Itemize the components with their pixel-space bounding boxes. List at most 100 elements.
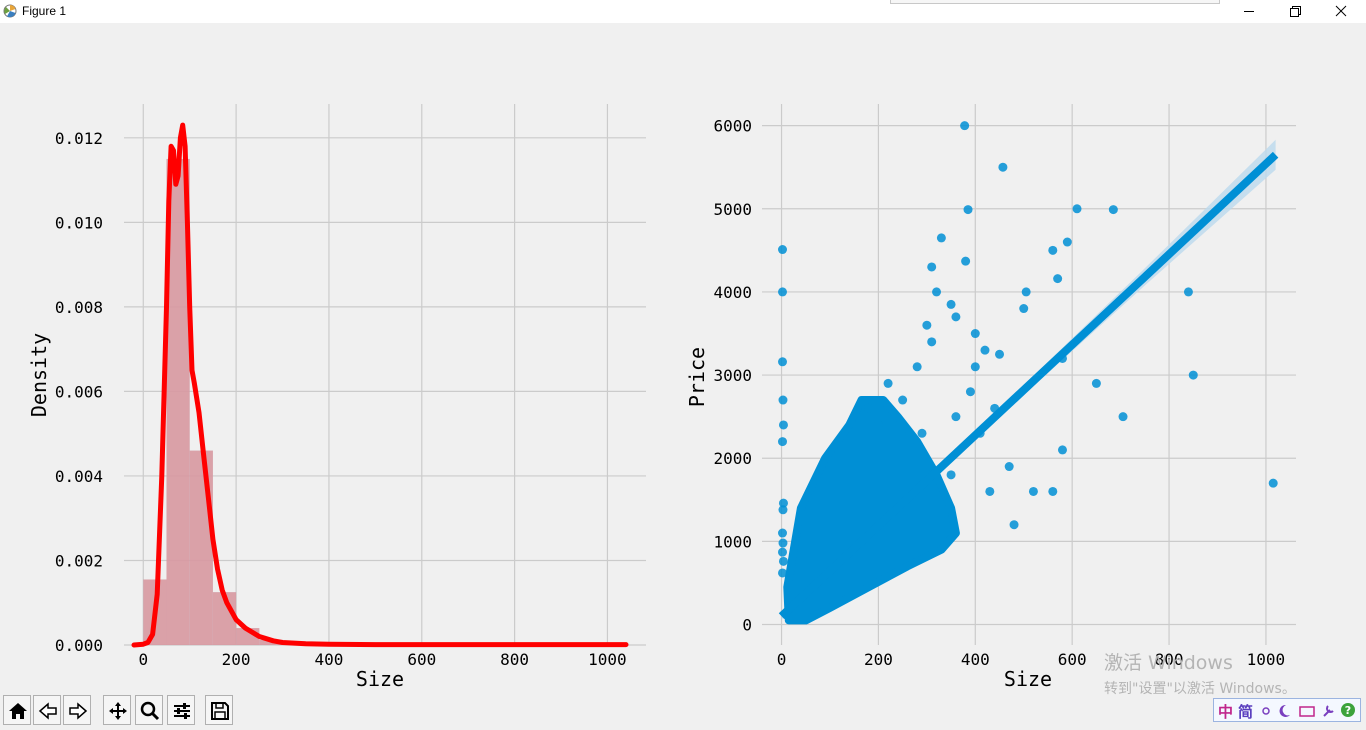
help-icon[interactable] xyxy=(1341,703,1355,717)
scatter-point xyxy=(1188,370,1198,380)
window-title: Figure 1 xyxy=(22,4,67,18)
forward-button[interactable] xyxy=(63,695,91,725)
home-button[interactable] xyxy=(3,695,31,725)
configure-subplots-button[interactable] xyxy=(167,695,195,725)
scatter-point xyxy=(946,299,956,309)
scatter-point xyxy=(917,428,927,438)
x-tick-label: 400 xyxy=(961,650,990,669)
y-tick-label: 1000 xyxy=(713,532,752,551)
scatter-point xyxy=(873,420,883,430)
scatter-points xyxy=(778,121,1278,578)
scatter-point xyxy=(1108,205,1118,215)
home-icon xyxy=(9,703,27,719)
figure-canvas: 0 200 400 600 800 1000 0.000 0.002 0.004 0.006 0.0… xyxy=(27,104,1296,691)
scatter-point xyxy=(1118,412,1128,422)
keyboard-icon[interactable] xyxy=(1299,706,1315,717)
scatter-point xyxy=(951,412,961,422)
x-tick-label: 200 xyxy=(864,650,893,669)
y-tick-label: 0.008 xyxy=(55,298,103,317)
scatter-point xyxy=(778,357,788,367)
wrench-icon[interactable] xyxy=(1323,705,1334,717)
scatter-point xyxy=(778,437,788,447)
scatter-point xyxy=(951,312,961,322)
x-tick-label: 800 xyxy=(500,650,529,669)
scatter-point xyxy=(778,568,788,578)
y-tick-label: 0 xyxy=(742,616,752,635)
scatter-point xyxy=(1028,486,1038,496)
scatter-point xyxy=(1004,462,1014,472)
x-tick-label: 200 xyxy=(222,650,251,669)
pan-icon xyxy=(109,702,127,720)
x-tick-label: 0 xyxy=(138,650,148,669)
x-tick-label: 400 xyxy=(314,650,343,669)
y-tick-label: 0.006 xyxy=(55,382,103,401)
scatter-point xyxy=(1057,445,1067,455)
scatter-dense-region xyxy=(783,396,960,625)
x-tick-label: 1000 xyxy=(588,650,627,669)
scatter-point xyxy=(1268,478,1278,488)
ime-tools-icons[interactable]: ? xyxy=(1258,699,1358,721)
matplotlib-figure-icon xyxy=(3,4,17,18)
scatter-point xyxy=(927,337,937,347)
ime-language-toggle[interactable]: 中 xyxy=(1218,703,1234,721)
scatter-point xyxy=(922,320,932,330)
regression-line xyxy=(778,151,1279,620)
scatter-point xyxy=(1091,378,1101,388)
save-icon xyxy=(211,702,229,720)
minimize-icon xyxy=(1244,11,1254,12)
scatter-point xyxy=(980,345,990,355)
save-button[interactable] xyxy=(205,695,233,725)
scatter-point xyxy=(864,403,874,413)
moon-icon[interactable] xyxy=(1279,704,1290,717)
pan-button[interactable] xyxy=(103,695,131,725)
scatter-point xyxy=(898,395,908,405)
scatter-point xyxy=(927,262,937,272)
activation-watermark: 激活 Windows 转到"设置"以激活 Windows。 xyxy=(1104,648,1296,698)
forward-icon xyxy=(69,702,88,720)
density-histogram xyxy=(143,158,329,645)
scatter-point xyxy=(778,538,788,548)
back-button[interactable] xyxy=(33,695,61,725)
close-button[interactable] xyxy=(1318,0,1364,23)
scatter-point xyxy=(778,528,788,538)
zoom-icon xyxy=(140,701,160,721)
y-tick-label: 0.010 xyxy=(55,213,103,232)
x-tick-label: 0 xyxy=(777,650,787,669)
svg-text:?: ? xyxy=(1345,704,1351,717)
y-tick-label: 6000 xyxy=(713,117,752,136)
punctuation-icon[interactable] xyxy=(1262,707,1270,715)
scatter-point xyxy=(1053,274,1063,284)
scatter-point xyxy=(985,486,995,496)
y-tick-label: 0.012 xyxy=(55,129,103,148)
scatter-point xyxy=(778,287,788,297)
scatter-point xyxy=(1048,486,1058,496)
scatter-point xyxy=(932,287,942,297)
ime-toolbar[interactable]: 中 简 ? xyxy=(1213,698,1361,722)
x-tick-label: 800 xyxy=(1155,650,1184,669)
y-tick-label: 2000 xyxy=(713,449,752,468)
x-tick-label: 600 xyxy=(407,650,436,669)
y-tick-label: 0.004 xyxy=(55,467,103,486)
y-tick-label: 3000 xyxy=(713,366,752,385)
ime-simplified-toggle[interactable]: 简 xyxy=(1238,703,1254,721)
configure-subplots-icon xyxy=(174,703,190,719)
scatter-plot: 0 200 400 600 800 1000 0 1000 2000 3000 4000 5000 60… xyxy=(685,104,1296,691)
scatter-point xyxy=(946,470,956,480)
scatter-point xyxy=(778,547,788,557)
scatter-point-cloud xyxy=(783,396,960,625)
density-plot: 0 200 400 600 800 1000 0.000 0.002 0.004 0.006 0.0… xyxy=(27,104,646,691)
back-icon xyxy=(38,702,57,720)
watermark-line-2: 转到"设置"以激活 Windows。 xyxy=(1104,681,1296,697)
scatter-point xyxy=(1048,245,1058,255)
scatter-point xyxy=(970,329,980,339)
scatter-point xyxy=(1019,304,1029,314)
scatter-point xyxy=(778,395,788,405)
scatter-point xyxy=(1072,204,1082,214)
x-tick-label: 600 xyxy=(1058,650,1087,669)
title-bar: Figure 1 xyxy=(0,0,1366,23)
zoom-button[interactable] xyxy=(135,695,163,725)
minimize-button[interactable] xyxy=(1226,0,1272,23)
scatter-point xyxy=(995,349,1005,359)
restore-button[interactable] xyxy=(1272,0,1318,23)
y-tick-label: 0.000 xyxy=(55,636,103,655)
